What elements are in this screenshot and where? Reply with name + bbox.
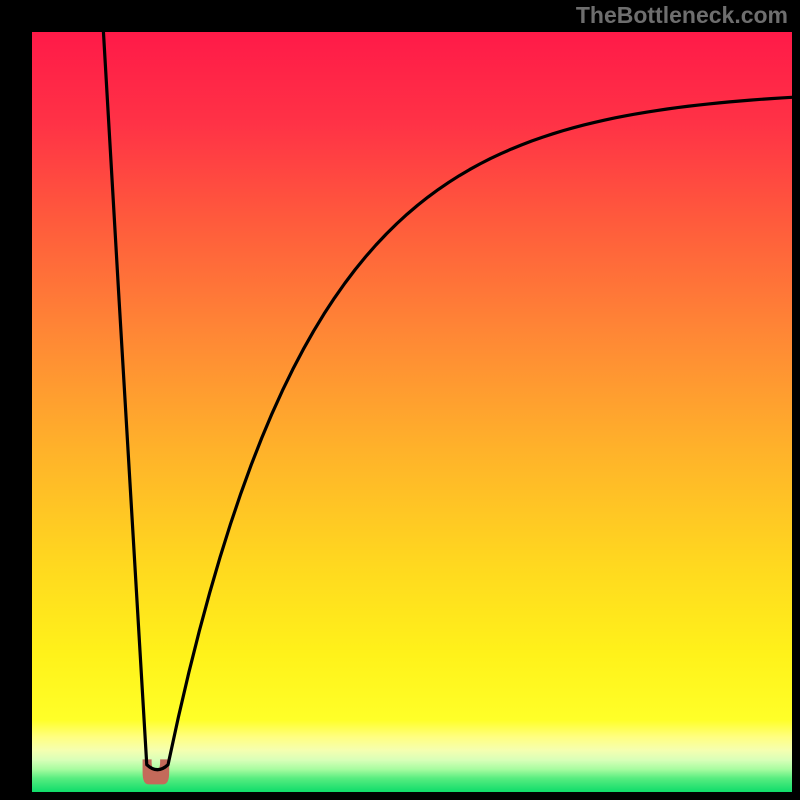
plot-svg xyxy=(32,32,792,792)
watermark-text: TheBottleneck.com xyxy=(576,2,788,29)
gradient-background xyxy=(32,32,792,792)
plot-area xyxy=(32,32,792,792)
